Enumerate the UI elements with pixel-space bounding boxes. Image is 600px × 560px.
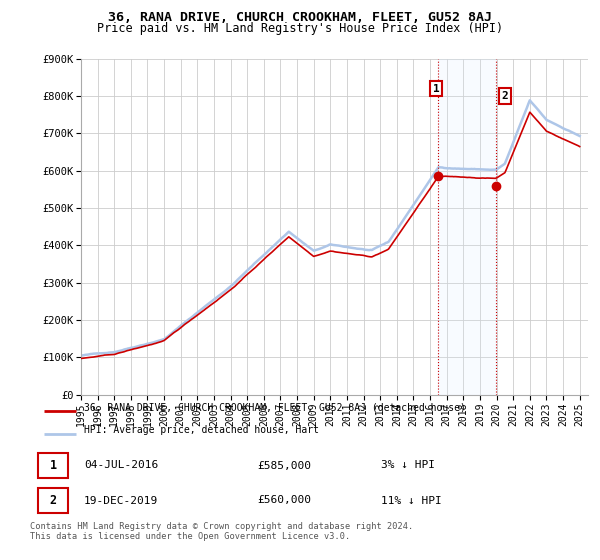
Text: £560,000: £560,000	[257, 496, 311, 506]
Text: Contains HM Land Registry data © Crown copyright and database right 2024.
This d: Contains HM Land Registry data © Crown c…	[30, 522, 413, 542]
FancyBboxPatch shape	[38, 453, 68, 478]
Bar	[439, 59, 496, 395]
Text: 04-JUL-2016: 04-JUL-2016	[84, 460, 158, 470]
Text: £585,000: £585,000	[257, 460, 311, 470]
FancyBboxPatch shape	[38, 488, 68, 513]
Text: 36, RANA DRIVE, CHURCH CROOKHAM, FLEET, GU52 8AJ (detached house): 36, RANA DRIVE, CHURCH CROOKHAM, FLEET, …	[84, 402, 466, 412]
Text: 1: 1	[49, 459, 56, 472]
Text: 2: 2	[49, 494, 56, 507]
Text: 3% ↓ HPI: 3% ↓ HPI	[381, 460, 435, 470]
Text: 19-DEC-2019: 19-DEC-2019	[84, 496, 158, 506]
Text: Price paid vs. HM Land Registry's House Price Index (HPI): Price paid vs. HM Land Registry's House …	[97, 22, 503, 35]
Text: 2: 2	[502, 91, 508, 101]
Text: 11% ↓ HPI: 11% ↓ HPI	[381, 496, 442, 506]
Text: HPI: Average price, detached house, Hart: HPI: Average price, detached house, Hart	[84, 425, 319, 435]
Text: 1: 1	[433, 83, 439, 94]
Text: 36, RANA DRIVE, CHURCH CROOKHAM, FLEET, GU52 8AJ: 36, RANA DRIVE, CHURCH CROOKHAM, FLEET, …	[108, 11, 492, 24]
